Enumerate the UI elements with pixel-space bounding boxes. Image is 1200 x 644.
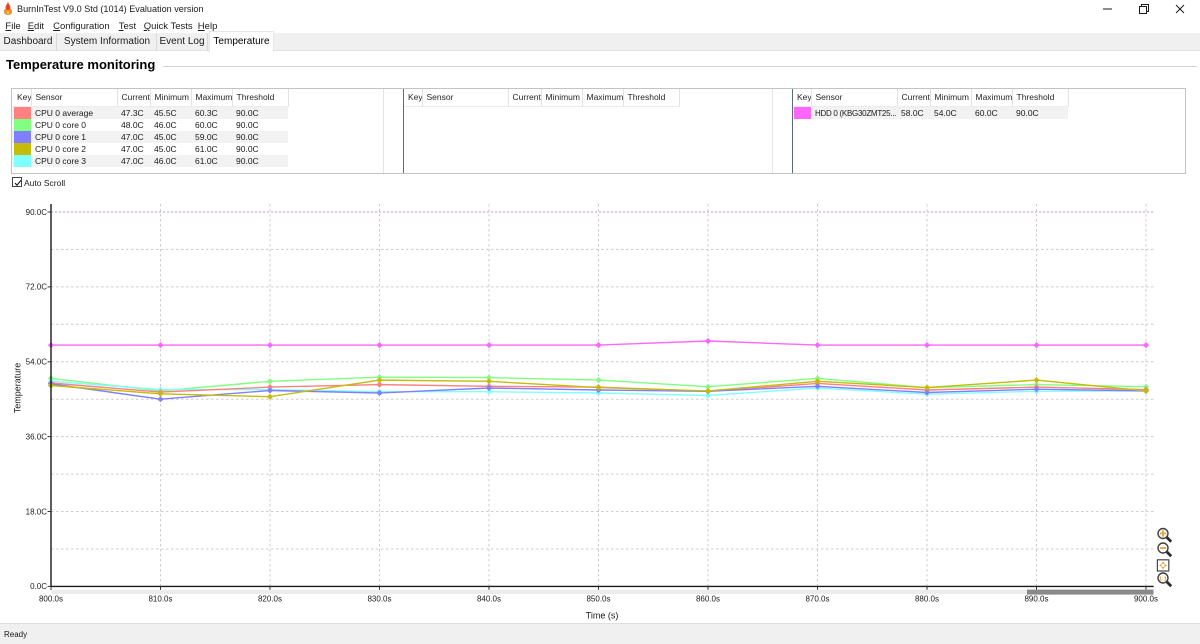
svg-text:0.0C: 0.0C (30, 582, 47, 591)
svg-text:830.0s: 830.0s (367, 595, 391, 604)
svg-text:820.0s: 820.0s (258, 595, 282, 604)
svg-text:90.0C: 90.0C (26, 208, 48, 217)
svg-text:880.0s: 880.0s (915, 595, 939, 604)
svg-text:850.0s: 850.0s (586, 595, 610, 604)
svg-text:840.0s: 840.0s (477, 595, 501, 604)
svg-text:Temperature: Temperature (13, 363, 23, 414)
svg-text:890.0s: 890.0s (1024, 595, 1048, 604)
svg-text:72.0C: 72.0C (26, 283, 48, 292)
svg-text:36.0C: 36.0C (26, 432, 48, 441)
svg-text:18.0C: 18.0C (26, 507, 48, 516)
svg-text:1:1: 1:1 (1159, 576, 1167, 582)
svg-text:870.0s: 870.0s (805, 595, 829, 604)
svg-text:54.0C: 54.0C (26, 358, 48, 367)
svg-text:810.0s: 810.0s (148, 595, 172, 604)
svg-text:Time (s): Time (s) (586, 611, 619, 621)
svg-text:900.0s: 900.0s (1134, 595, 1158, 604)
svg-text:860.0s: 860.0s (696, 595, 720, 604)
svg-text:800.0s: 800.0s (39, 595, 63, 604)
